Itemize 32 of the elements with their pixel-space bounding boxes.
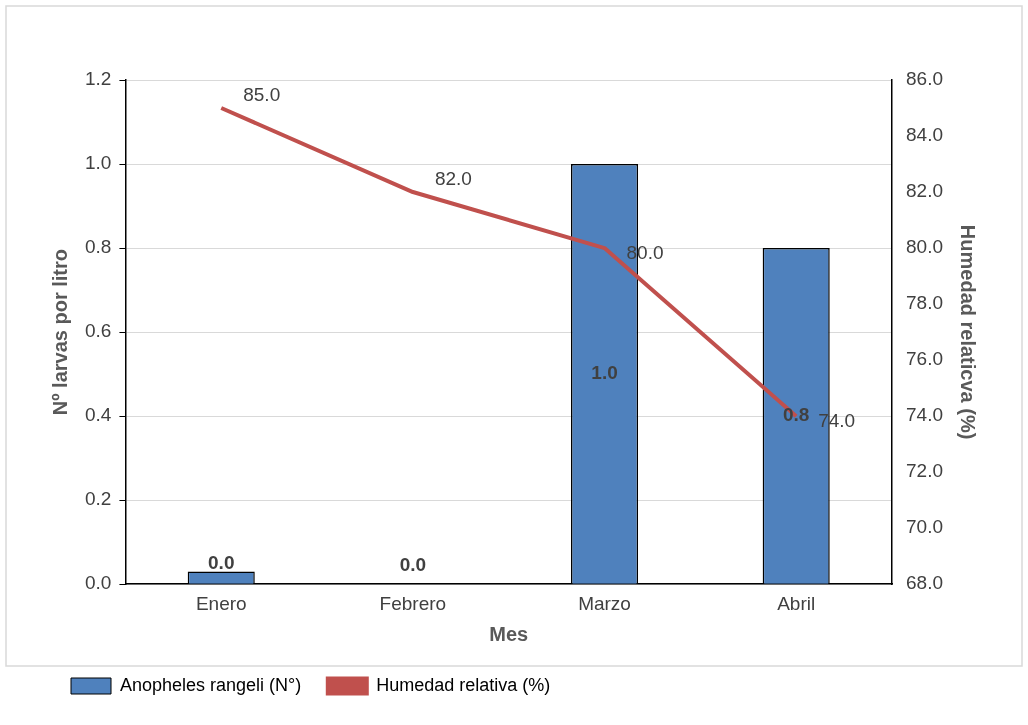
legend-label: Humedad relativa (%) [376,674,551,695]
y-tick-label: 0.0 [84,572,112,594]
y2-tick-label: 86.0 [906,68,943,90]
y2-tick-label: 80.0 [906,236,943,258]
legend-label: Anopheles rangeli (N°) [120,674,302,695]
y2-tick-label: 82.0 [906,180,943,202]
y2-tick-label: 68.0 [906,572,943,594]
data-label: 0.0 [208,551,235,573]
x-tick-label: Abril [777,592,816,614]
y-tick-label: 0.2 [84,488,112,510]
x-axis-title: Mes [489,622,529,645]
y-tick-label: 0.8 [84,236,112,258]
y-tick-label: 1.2 [84,68,112,90]
y2-tick-label: 72.0 [906,460,943,482]
data-label: 82.0 [434,168,472,190]
data-label: 1.0 [591,362,618,384]
data-label: 0.0 [399,554,427,576]
y2-tick-label: 76.0 [906,348,943,370]
y2-tick-label: 70.0 [906,516,943,538]
y-tick-label: 0.4 [84,404,112,426]
data-label: 85.0 [243,84,281,106]
y2-tick-label: 78.0 [906,292,943,314]
y-tick-label: 0.6 [84,320,112,342]
data-label: 0.8 [782,404,810,426]
x-tick-label: Febrero [379,592,447,614]
y-axis-title: Nº larvas por litro [48,248,71,416]
y2-axis-title: Humedad relaticva (%) [957,224,980,440]
y2-tick-label: 74.0 [906,404,943,426]
y2-tick-label: 84.0 [906,124,943,146]
x-tick-label: Marzo [578,592,631,614]
x-tick-label: Enero [195,592,247,614]
y-tick-label: 1.0 [84,152,112,174]
